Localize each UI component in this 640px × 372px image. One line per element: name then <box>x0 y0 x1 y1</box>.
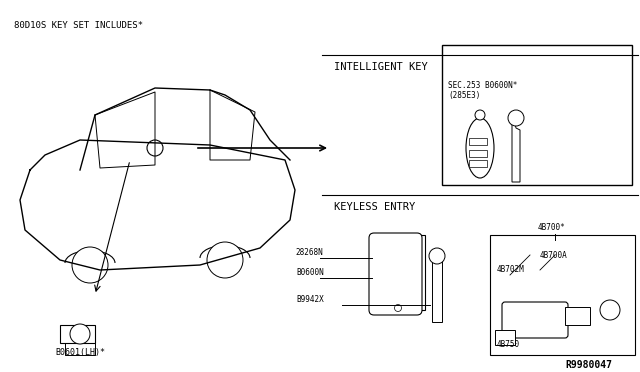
Bar <box>378 251 408 258</box>
Circle shape <box>379 251 385 257</box>
Bar <box>469 150 487 157</box>
Bar <box>469 138 487 145</box>
Circle shape <box>70 324 90 344</box>
Circle shape <box>600 300 620 320</box>
Bar <box>60 325 95 343</box>
Text: 4B700A: 4B700A <box>540 251 568 260</box>
Circle shape <box>379 272 385 278</box>
Bar <box>469 160 487 167</box>
FancyBboxPatch shape <box>369 233 422 315</box>
Circle shape <box>394 305 401 311</box>
Bar <box>490 235 635 355</box>
Circle shape <box>508 110 524 126</box>
Bar <box>432 257 442 322</box>
Text: R9980047: R9980047 <box>565 360 612 370</box>
Bar <box>370 235 425 310</box>
Circle shape <box>207 242 243 278</box>
Text: SEC.253 B0600N*
(285E3): SEC.253 B0600N* (285E3) <box>448 81 517 100</box>
Text: INTELLIGENT KEY: INTELLIGENT KEY <box>334 62 428 72</box>
Circle shape <box>379 262 385 267</box>
Polygon shape <box>512 115 520 182</box>
Text: B9942X: B9942X <box>296 295 324 304</box>
Circle shape <box>72 247 108 283</box>
Text: 4B702M: 4B702M <box>497 265 525 274</box>
Text: B0600N: B0600N <box>296 268 324 277</box>
Circle shape <box>475 110 485 120</box>
Ellipse shape <box>466 118 494 178</box>
Bar <box>495 330 515 345</box>
Bar <box>378 261 408 268</box>
FancyBboxPatch shape <box>502 302 568 338</box>
Circle shape <box>147 140 163 156</box>
Circle shape <box>429 248 445 264</box>
Bar <box>378 271 408 278</box>
Text: 28268N: 28268N <box>295 248 323 257</box>
Text: 4B700*: 4B700* <box>538 223 566 232</box>
Text: B0601(LH)*: B0601(LH)* <box>55 348 105 357</box>
Text: 80D10S KEY SET INCLUDES*: 80D10S KEY SET INCLUDES* <box>14 21 143 30</box>
Text: KEYLESS ENTRY: KEYLESS ENTRY <box>334 202 415 212</box>
Bar <box>442 45 632 185</box>
Text: 4B750: 4B750 <box>497 340 520 349</box>
Bar <box>565 307 590 325</box>
